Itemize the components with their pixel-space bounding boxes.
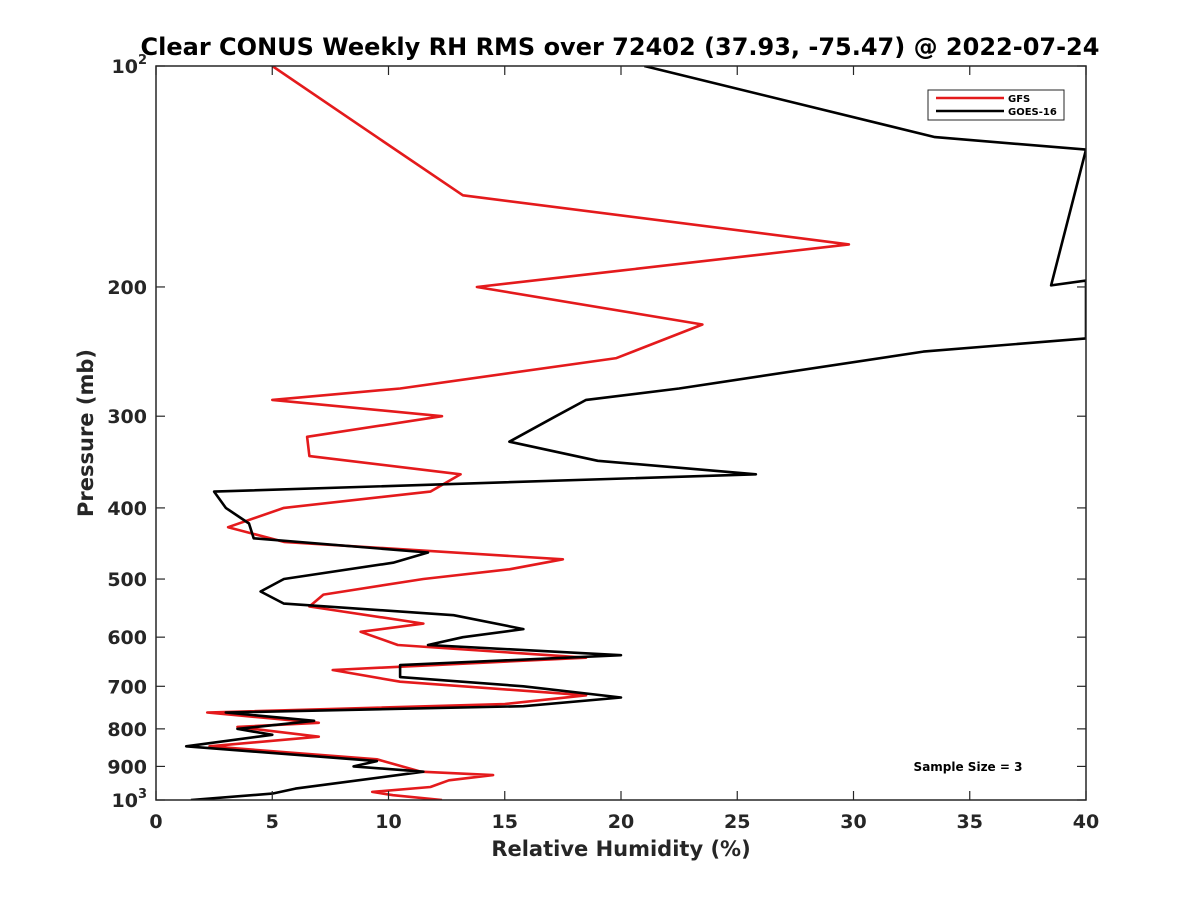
ticks-layer: 0 5 10 15 20 25 30 35 40 102 200 300 400 500 600 700 800… (107, 53, 1099, 833)
y-tick-label: 500 (107, 569, 147, 591)
x-tick-label: 5 (266, 811, 279, 833)
sample-size-annotation: Sample Size = 3 (914, 760, 1023, 774)
legend: GFS GOES-16 (927, 89, 1065, 121)
y-tick-label: 400 (107, 498, 147, 520)
y-tick-label: 102 (112, 53, 148, 78)
x-tick-label: 0 (149, 811, 162, 833)
series-line-gfs (205, 66, 851, 800)
chart-title: Clear CONUS Weekly RH RMS over 72402 (37… (141, 33, 1100, 61)
y-tick-label: 800 (107, 719, 147, 741)
x-tick-label: 25 (724, 811, 750, 833)
x-tick-label: 35 (957, 811, 983, 833)
y-tick-label: 700 (107, 676, 147, 698)
x-tick-label: 15 (492, 811, 518, 833)
y-axis-label: Pressure (mb) (74, 349, 98, 517)
x-axis-label: Relative Humidity (%) (491, 837, 750, 861)
y-tick-label: 103 (112, 787, 148, 812)
x-tick-label: 20 (608, 811, 634, 833)
y-tick-label: 900 (107, 756, 147, 778)
legend-box (927, 89, 1065, 121)
y-tick-label: 300 (107, 406, 147, 428)
series-line-goes-16 (184, 66, 1086, 800)
x-tick-label: 10 (375, 811, 401, 833)
legend-label: GOES-16 (1008, 107, 1057, 118)
x-tick-label: 30 (840, 811, 866, 833)
legend-label: GFS (1008, 94, 1030, 105)
y-tick-label: 600 (107, 627, 147, 649)
x-tick-label: 40 (1073, 811, 1099, 833)
y-tick-label: 200 (107, 277, 147, 299)
series-layer (184, 66, 1086, 800)
